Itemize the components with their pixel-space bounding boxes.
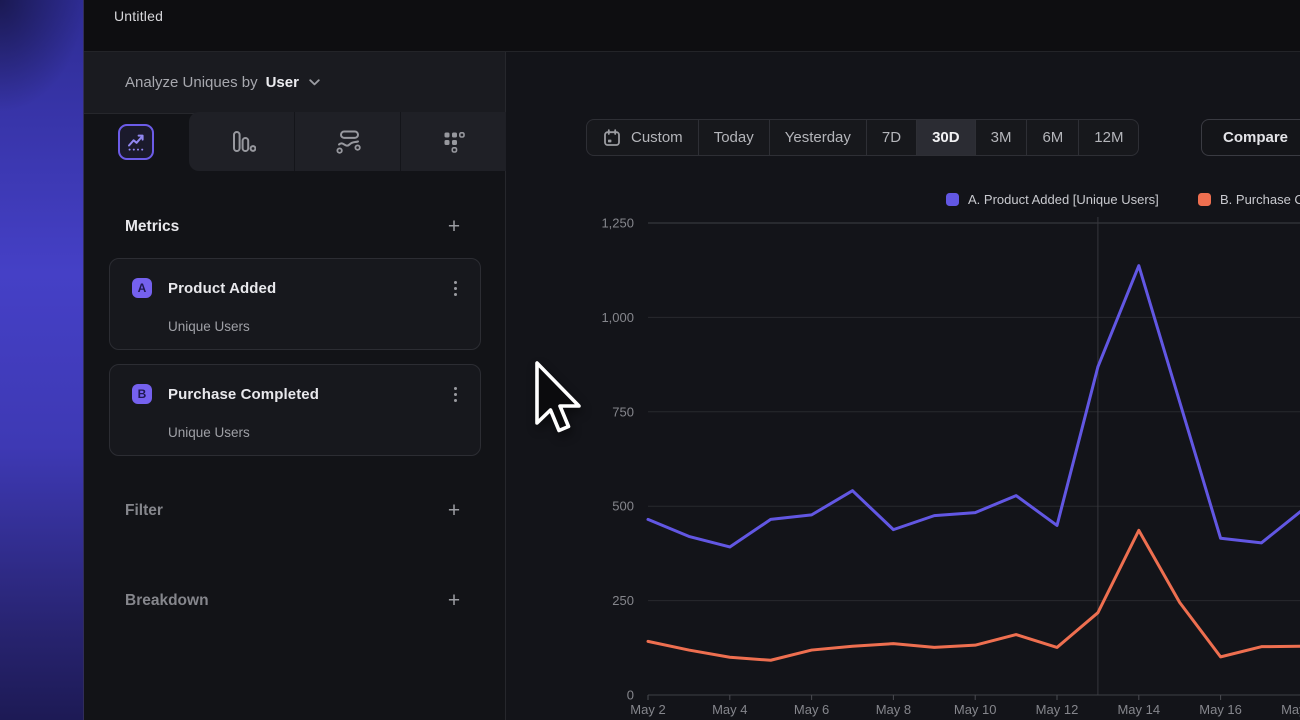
metrics-header-row: Metrics + xyxy=(125,212,466,242)
app-window: Untitled Analyze Uniques by User xyxy=(83,0,1300,720)
line-chart-icon xyxy=(125,131,147,153)
screen: Untitled Analyze Uniques by User xyxy=(0,0,1300,720)
add-breakdown-button[interactable]: + xyxy=(442,591,466,611)
filter-title: Filter xyxy=(125,502,163,520)
tab-grid[interactable] xyxy=(400,112,506,171)
chevron-down-icon xyxy=(309,79,320,86)
svg-text:May 2: May 2 xyxy=(630,702,665,717)
desktop-gradient xyxy=(0,0,83,720)
svg-text:1,250: 1,250 xyxy=(601,216,634,231)
svg-text:May 16: May 16 xyxy=(1199,702,1242,717)
metric-card-b[interactable]: B Purchase Completed Unique Users xyxy=(109,364,481,456)
metric-subtitle-a: Unique Users xyxy=(168,319,250,334)
svg-text:1,000: 1,000 xyxy=(601,310,634,325)
breakdown-header-row: Breakdown + xyxy=(125,586,466,616)
top-bar: Untitled xyxy=(84,0,1300,52)
metric-subtitle-b: Unique Users xyxy=(168,425,250,440)
metric-b-menu-button[interactable] xyxy=(446,383,464,405)
add-filter-button[interactable]: + xyxy=(442,501,466,521)
metric-badge-a: A xyxy=(132,278,152,298)
add-metric-button[interactable]: + xyxy=(442,217,466,237)
tab-flows[interactable] xyxy=(294,112,400,171)
tab-line-chart[interactable] xyxy=(118,124,154,160)
svg-text:May 6: May 6 xyxy=(794,702,829,717)
metric-a-menu-button[interactable] xyxy=(446,277,464,299)
svg-text:500: 500 xyxy=(612,499,634,514)
svg-text:May 4: May 4 xyxy=(712,702,747,717)
metric-badge-b: B xyxy=(132,384,152,404)
report-title: Untitled xyxy=(114,8,163,24)
metric-card-a-head: A Product Added xyxy=(132,278,276,298)
svg-text:250: 250 xyxy=(612,593,634,608)
chart-panel: Custom Today Yesterday 7D 30D 3M 6M 12M … xyxy=(506,52,1300,720)
tab-bar-chart[interactable] xyxy=(189,112,294,171)
svg-text:May 10: May 10 xyxy=(954,702,997,717)
metric-card-a[interactable]: A Product Added Unique Users xyxy=(109,258,481,350)
analyze-prefix-label: Analyze Uniques by xyxy=(125,74,258,91)
svg-text:May 14: May 14 xyxy=(1117,702,1160,717)
flows-icon xyxy=(334,128,362,156)
svg-text:May 12: May 12 xyxy=(1036,702,1079,717)
metric-title-a: Product Added xyxy=(168,280,276,297)
breakdown-title: Breakdown xyxy=(125,592,209,610)
svg-text:750: 750 xyxy=(612,404,634,419)
chart-type-tab-strip xyxy=(189,112,506,171)
metrics-title: Metrics xyxy=(125,218,179,236)
svg-text:0: 0 xyxy=(627,688,634,703)
sidebar: Analyze Uniques by User xyxy=(84,52,506,720)
metric-title-b: Purchase Completed xyxy=(168,386,319,403)
grid-dots-icon xyxy=(441,129,467,155)
svg-text:May 8: May 8 xyxy=(876,702,911,717)
svg-text:May 18: May 18 xyxy=(1281,702,1300,717)
line-chart: 0 250 500 750 1,000 1,250 May 2 May 4 May 6 May 8… xyxy=(506,52,1300,720)
analyze-uniques-row[interactable]: Analyze Uniques by User xyxy=(84,52,505,114)
metric-card-b-head: B Purchase Completed xyxy=(132,384,319,404)
bar-chart-icon xyxy=(228,128,256,156)
filter-header-row: Filter + xyxy=(125,496,466,526)
analyze-entity-dropdown[interactable]: User xyxy=(266,74,299,91)
